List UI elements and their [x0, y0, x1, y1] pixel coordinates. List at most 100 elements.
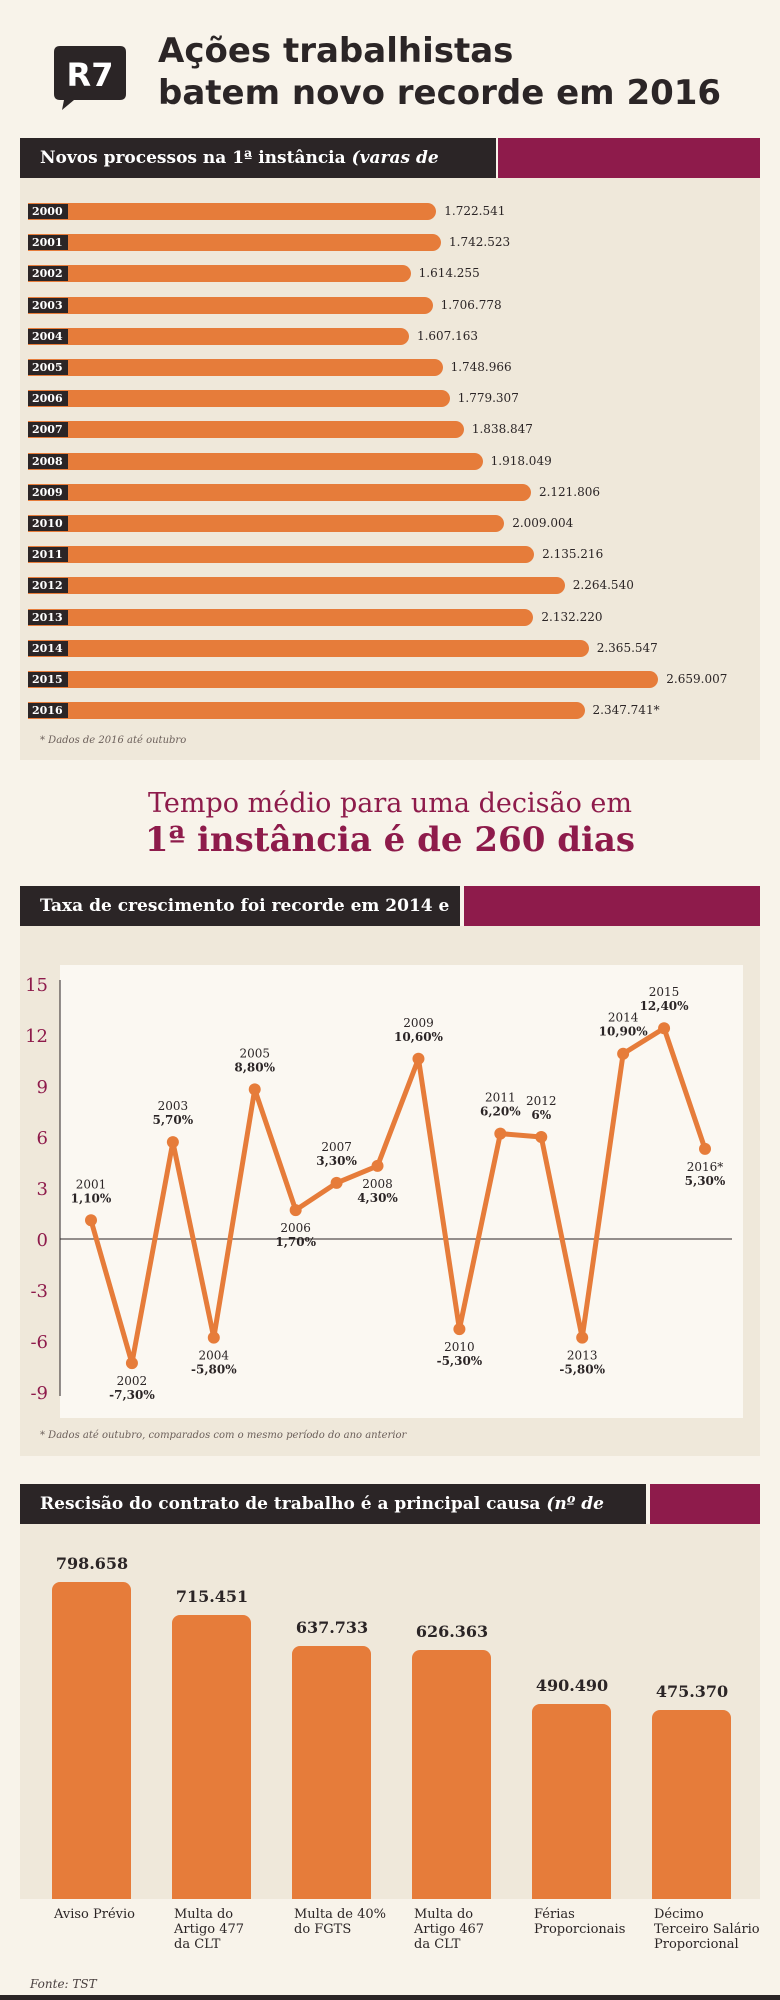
- section-2-accent: [464, 886, 760, 926]
- bar-year-label: 2002: [28, 266, 68, 282]
- bar-value-label: 2.347.741*: [592, 703, 660, 718]
- point-year-label: 2016*: [687, 1160, 724, 1174]
- point-value-label: -7,30%: [109, 1388, 155, 1402]
- point-value-label: 10,90%: [599, 1025, 649, 1039]
- bottom-rule: [0, 1995, 780, 2000]
- line-chart-area: [60, 965, 743, 1418]
- cause-bar-label-line: Aviso Prévio: [54, 1907, 135, 1922]
- cause-bar-label-line: Proporcionais: [534, 1922, 626, 1937]
- bar-year-label: 2001: [28, 235, 68, 251]
- cause-bar-label-line: Férias: [534, 1907, 575, 1922]
- bar-year-label: 2003: [28, 297, 68, 313]
- cause-bar-value: 626.363: [415, 1622, 489, 1642]
- cause-bar-label-line: Multa do: [414, 1907, 474, 1922]
- bar-2005: [28, 359, 443, 376]
- data-point-2005: [248, 1083, 261, 1096]
- bar-2008: [28, 452, 483, 470]
- data-point-2011: [494, 1127, 507, 1140]
- cause-bar: [412, 1650, 491, 1899]
- title-line-1: Ações trabalhistas: [158, 31, 514, 71]
- bar-value-label: 2.264.540: [572, 578, 634, 593]
- decision-time-line-1: Tempo médio para uma decisão em: [148, 788, 632, 819]
- bar-2000: [28, 203, 437, 220]
- point-value-label: 4,30%: [357, 1191, 398, 1205]
- y-tick-label: -6: [30, 1332, 48, 1353]
- y-tick-label: 0: [37, 1230, 48, 1251]
- section-1-accent: [498, 138, 760, 178]
- point-year-label: 2002: [117, 1374, 148, 1388]
- data-point-2001: [85, 1214, 97, 1227]
- point-year-label: 2014: [608, 1011, 639, 1025]
- y-tick-label: 15: [25, 975, 48, 996]
- point-value-label: -5,30%: [437, 1354, 483, 1368]
- cause-bar-label-line: Artigo 467: [414, 1922, 485, 1937]
- cause-bar-value: 637.733: [295, 1617, 369, 1637]
- cause-bar-label: Aviso Prévio: [54, 1907, 174, 1922]
- bar-2002: [28, 265, 411, 283]
- cause-bar-label-line: Multa do: [174, 1907, 234, 1922]
- cause-bar: [532, 1704, 611, 1899]
- y-tick-label: 3: [37, 1179, 48, 1200]
- bar-year-label: 2008: [28, 453, 68, 469]
- point-value-label: 8,80%: [234, 1060, 275, 1074]
- cause-bar: [652, 1710, 731, 1899]
- bar-value-label: 1.742.523: [449, 235, 511, 250]
- point-value-label: 6%: [531, 1108, 551, 1122]
- point-year-label: 2007: [321, 1140, 352, 1154]
- bar-2011: [28, 546, 535, 564]
- data-point-2002: [125, 1357, 138, 1370]
- bar-2016: [28, 702, 585, 720]
- bar-year-label: 2011: [28, 547, 68, 563]
- point-value-label: 5,70%: [153, 1113, 194, 1127]
- data-point-2009: [412, 1052, 425, 1065]
- section-3-accent: [650, 1484, 760, 1524]
- point-year-label: 2004: [199, 1349, 230, 1363]
- cause-bar-value: 798.658: [55, 1554, 129, 1573]
- bar-year-label: 2006: [28, 391, 68, 407]
- bar-2010: [28, 515, 505, 532]
- point-year-label: 2009: [403, 1016, 434, 1030]
- bar-2003: [28, 296, 433, 314]
- cause-bar-label: Férias Proporcionais: [534, 1907, 654, 1937]
- cause-bar-label: Multa do Artigo 467 da CLT: [414, 1907, 534, 1952]
- point-value-label: 6,20%: [480, 1105, 521, 1119]
- bar-2014: [28, 639, 589, 657]
- data-point-2004: [207, 1331, 220, 1344]
- cause-bar: [52, 1582, 131, 1899]
- decision-time-line-2: 1ª instância é de 260 dias: [144, 820, 636, 860]
- section-3-title: Rescisão do contrato de trabalho é a pri…: [40, 1494, 547, 1514]
- bar-year-label: 2004: [28, 328, 68, 344]
- section-1-footnote: * Dados de 2016 até outubro: [40, 735, 187, 746]
- cause-bar: [292, 1645, 371, 1899]
- cause-bar-label-line: da CLT: [414, 1937, 461, 1952]
- bar-2009: [28, 483, 531, 501]
- y-tick-label: -9: [30, 1383, 48, 1404]
- bar-2006: [28, 390, 450, 408]
- cause-bar-label-line: Multa de 40%: [294, 1907, 386, 1922]
- bar-2013: [28, 608, 534, 626]
- bar-year-label: 2007: [28, 422, 68, 438]
- title-line-2: batem novo recorde em 2016: [158, 73, 722, 113]
- bar-value-label: 2.132.220: [541, 609, 603, 624]
- section-2-footnote: * Dados até outubro, comparados com o me…: [40, 1430, 407, 1441]
- bar-year-label: 2013: [28, 609, 68, 625]
- bar-2004: [28, 327, 409, 345]
- bar-value-label: 1.722.541: [444, 204, 506, 218]
- bar-value-label: 1.706.778: [440, 297, 502, 312]
- bar-value-label: 2.135.216: [542, 547, 604, 562]
- data-point-2014: [617, 1047, 630, 1060]
- bar-value-label: 1.918.049: [490, 453, 552, 468]
- source-note: Fonte: TST: [30, 1977, 97, 1991]
- point-value-label: 1,10%: [71, 1191, 112, 1205]
- logo-text: R7: [67, 56, 114, 94]
- bar-value-label: 2.659.007: [666, 672, 728, 686]
- bar-year-label: 2016: [28, 703, 68, 719]
- bar-value-label: 2.009.004: [512, 516, 574, 530]
- cause-bar-value: 490.490: [535, 1676, 609, 1696]
- r7-logo: R7: [54, 46, 126, 110]
- bar-value-label: 1.607.163: [416, 328, 479, 343]
- point-value-label: 5,30%: [685, 1174, 726, 1188]
- bar-year-label: 2000: [28, 204, 68, 219]
- y-tick-label: -3: [30, 1281, 48, 1302]
